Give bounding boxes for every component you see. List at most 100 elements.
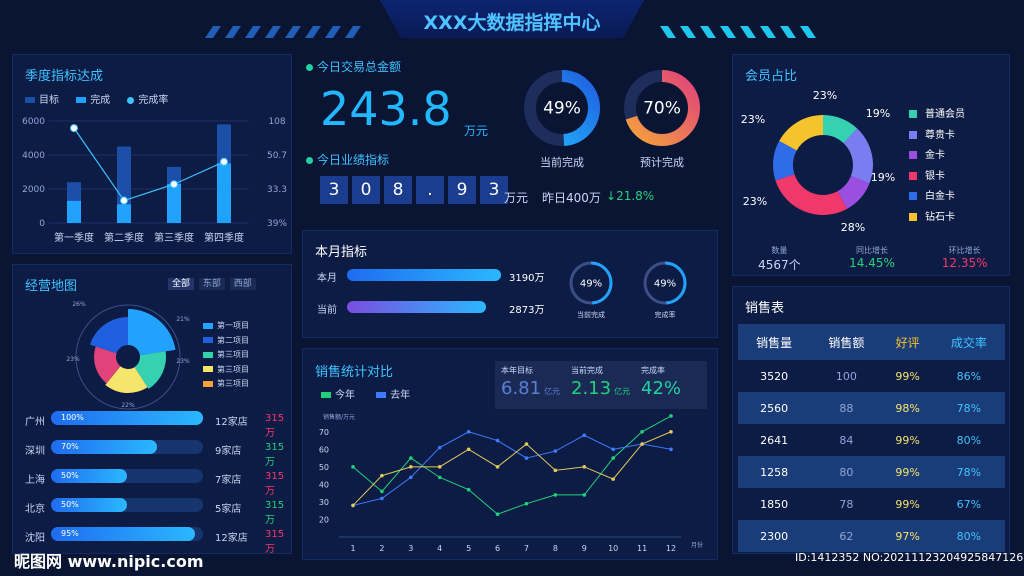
header-stripes-right bbox=[660, 26, 816, 38]
legend-target: 目标 bbox=[39, 95, 59, 106]
city-progress-track bbox=[51, 411, 203, 425]
city-progress-track bbox=[51, 527, 203, 541]
monthly-rows: 本月 3190万 当前 2873万 bbox=[317, 267, 557, 331]
map-rose-slice bbox=[94, 346, 121, 384]
quarter-x-tick: 第二季度 bbox=[104, 231, 144, 244]
quarter-x-tick: 第四季度 bbox=[204, 231, 244, 244]
city-pct: 70% bbox=[61, 442, 79, 451]
city-progress-track bbox=[51, 469, 203, 483]
line-y-tick: 50 bbox=[319, 463, 329, 472]
line-x-unit: 月份 bbox=[691, 541, 703, 549]
quarter-rate-line bbox=[73, 127, 225, 202]
member-slice-label: 19% bbox=[871, 171, 895, 184]
trade-total-label: 今日交易总金额 bbox=[317, 60, 402, 74]
sales-stats-box: 本年目标 6.81 亿元 当前完成 2.13 亿元 完成率 42% bbox=[495, 361, 707, 409]
monthly-row: 当前 2873万 bbox=[317, 299, 557, 331]
table-cell: 1258 bbox=[760, 465, 789, 479]
change-indicator: ↓21.8% bbox=[606, 189, 654, 203]
tab-west[interactable]: 西部 bbox=[229, 278, 256, 290]
monthly-ring-current-label: 当前完成 bbox=[577, 310, 605, 319]
table-cell: 67% bbox=[956, 497, 982, 511]
monthly-rings: 49% 当前完成 49% 完成率 bbox=[569, 261, 687, 319]
legend-last-year: 去年 bbox=[390, 390, 411, 401]
city-amount: 315万 bbox=[265, 500, 285, 526]
city-progress-fill bbox=[51, 527, 196, 541]
member-legend-item: 金卡 bbox=[909, 146, 965, 167]
monthly-ring-rate-value: 49% bbox=[654, 278, 676, 289]
city-progress-track bbox=[51, 498, 203, 512]
quarter-done-bar bbox=[67, 200, 81, 223]
quarter-y2-tick: 33.3 bbox=[267, 185, 287, 195]
line-point bbox=[380, 473, 384, 478]
perf-digit: 3 bbox=[480, 176, 508, 204]
city-stores: 9家店 bbox=[215, 446, 242, 457]
line-point bbox=[553, 449, 558, 453]
city-progress-fill bbox=[51, 469, 127, 483]
sales-table: 销售量 销售额 好评 成交率 3520 100 99% 86% 2560 88 98% 78% 2641… bbox=[738, 324, 1005, 552]
quarter-legend: 目标 完成 完成率 bbox=[25, 91, 168, 106]
city-name: 上海 bbox=[25, 475, 45, 486]
city-amount: 315万 bbox=[265, 413, 285, 439]
trade-ring-forecast-arc bbox=[624, 70, 700, 146]
member-stat-label: 同比增长 bbox=[856, 246, 888, 255]
city-pct: 50% bbox=[61, 500, 79, 509]
member-slice bbox=[773, 140, 797, 181]
line-y-tick: 30 bbox=[319, 498, 329, 507]
line-point bbox=[495, 465, 500, 469]
table-row: 1850 78 99% 67% bbox=[738, 488, 1005, 520]
city-progress-track bbox=[51, 440, 203, 454]
line-point bbox=[437, 475, 442, 480]
sales-stat-label: 当前完成 bbox=[571, 366, 603, 375]
line-point bbox=[380, 496, 384, 501]
tab-east[interactable]: 东部 bbox=[198, 278, 225, 290]
table-cell: 84 bbox=[839, 433, 854, 447]
table-cell: 3520 bbox=[760, 369, 789, 383]
member-legend-swatch bbox=[909, 171, 917, 180]
line-point bbox=[466, 447, 471, 452]
quarter-done-bar bbox=[217, 163, 231, 223]
tab-all[interactable]: 全部 bbox=[168, 278, 195, 290]
line-point bbox=[524, 456, 529, 460]
line-x-tick: 9 bbox=[582, 544, 587, 553]
city-progress-fill bbox=[51, 498, 127, 512]
sales-stat: 本年目标 6.81 亿元 bbox=[501, 365, 560, 399]
city-stores: 5家店 bbox=[215, 504, 242, 515]
quarter-y-tick: 2000 bbox=[22, 185, 45, 195]
city-row: 上海 50% 7家店 315万 bbox=[25, 469, 293, 500]
dashboard-header: XXX大数据指挥中心 bbox=[0, 0, 1024, 46]
quarter-done-bar bbox=[167, 183, 181, 223]
quarter-panel: 季度指标达成 目标 完成 完成率 6000 108 4000 50.7 2000 33.3… bbox=[12, 54, 292, 254]
city-row: 广州 100% 12家店 315万 bbox=[25, 411, 293, 442]
member-stat-value: 12.35% bbox=[941, 256, 988, 270]
city-progress-fill bbox=[51, 411, 203, 425]
map-legend-item: 第一项目 bbox=[203, 319, 249, 334]
member-stat: 数量 4567个 bbox=[733, 245, 826, 273]
member-legend-item: 白金卡 bbox=[909, 187, 965, 208]
sales-stat-value-row: 2.13 亿元 bbox=[571, 378, 630, 399]
sales-stat-unit: 亿元 bbox=[614, 387, 631, 396]
city-name: 广州 bbox=[25, 417, 45, 428]
trade-total-label-row: 今日交易总金额 bbox=[306, 58, 401, 75]
line-point bbox=[640, 429, 644, 434]
member-legend-swatch bbox=[909, 130, 917, 139]
quarter-y-tick: 6000 bbox=[22, 117, 45, 127]
perf-digit: 8 bbox=[384, 176, 412, 204]
member-stat-value: 4567个 bbox=[758, 258, 801, 272]
map-legend-item: 第三项目 bbox=[203, 363, 249, 378]
members-title: 会员占比 bbox=[745, 69, 798, 84]
city-name: 沈阳 bbox=[25, 533, 45, 544]
table-cell: 80% bbox=[956, 433, 982, 447]
monthly-row-label: 当前 bbox=[317, 305, 337, 316]
member-legend-label: 钻石卡 bbox=[925, 211, 955, 223]
member-legend-swatch bbox=[909, 212, 917, 221]
map-rose-hole bbox=[117, 346, 139, 368]
quarter-chart: 6000 108 4000 50.7 2000 33.3 0 39% 第一季度 第二季度 第三季度第… bbox=[22, 117, 287, 244]
map-rose-label: 21% bbox=[176, 316, 190, 323]
table-cell: 88 bbox=[839, 401, 854, 415]
member-stat-label: 数量 bbox=[771, 246, 788, 255]
line-point bbox=[466, 429, 471, 434]
map-rose-label: 22% bbox=[121, 402, 135, 409]
perf-digit: 3 bbox=[320, 176, 348, 204]
line-y-title: 销售额/万元 bbox=[323, 413, 355, 421]
